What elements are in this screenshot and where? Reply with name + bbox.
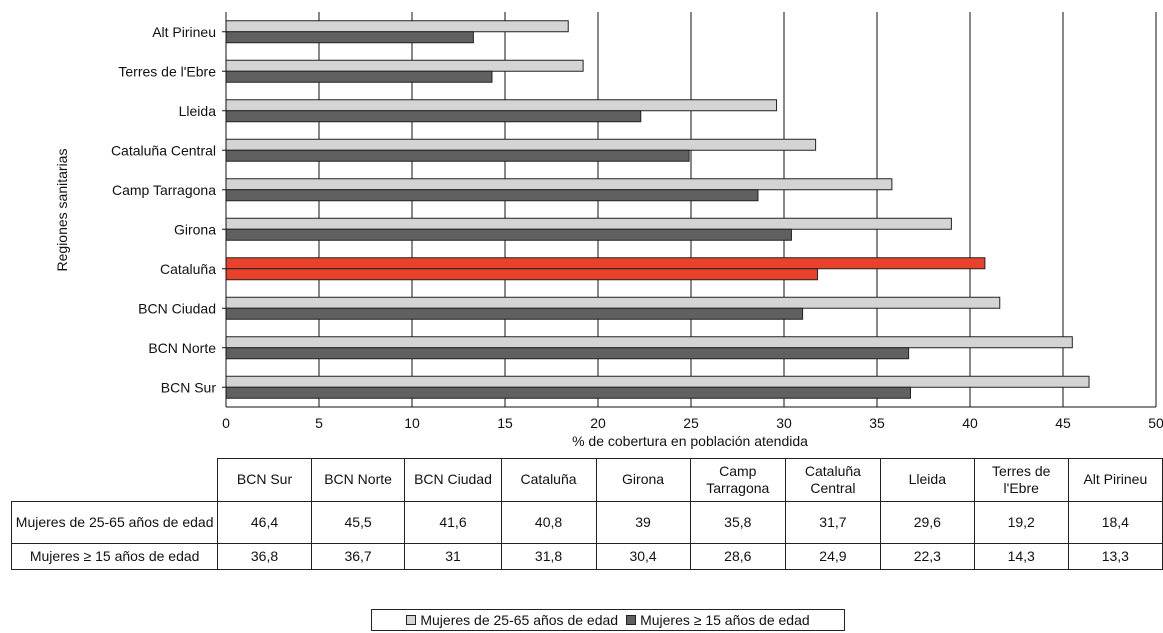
table-header-cell: BCN Norte — [310, 458, 406, 502]
x-tick-label: 35 — [869, 415, 885, 431]
table-cell: 31,8 — [500, 542, 597, 570]
legend-item: Mujeres ≥ 15 años de edad — [626, 612, 810, 628]
table-header-cell: Cataluña Central — [784, 458, 881, 502]
axes — [222, 12, 1156, 408]
x-tick-label: 0 — [222, 415, 230, 431]
table-cell: 24,9 — [784, 542, 881, 570]
category-label: Cataluña — [160, 261, 216, 277]
x-tick-label: 25 — [683, 415, 699, 431]
table-cell: 19,2 — [973, 500, 1069, 544]
category-label: BCN Norte — [148, 340, 216, 356]
bar — [225, 386, 911, 399]
bar — [225, 138, 817, 151]
table-cell: 36,8 — [217, 542, 312, 570]
table-cell: 35,8 — [689, 500, 786, 544]
tick-labels: 0 5 10 15 20 25 30 35 40 45 50 — [222, 415, 1163, 431]
table-corner — [11, 458, 219, 502]
category-label: Girona — [174, 221, 216, 237]
bar-chart: Alt Pirineu Terres de l'Ebre Lleida Cataluñ… — [54, 12, 1163, 449]
legend-swatch — [626, 615, 637, 625]
category-label: Lleida — [179, 103, 217, 119]
table-cell: 22,3 — [879, 542, 975, 570]
x-tick-label: 45 — [1055, 415, 1071, 431]
category-label: Camp Tarragona — [112, 182, 216, 198]
legend-item: Mujeres de 25-65 años de edad — [406, 612, 618, 628]
bar — [225, 347, 910, 360]
x-tick-label: 30 — [776, 415, 792, 431]
bar — [225, 110, 642, 123]
bar — [225, 217, 952, 230]
legend-label: Mujeres de 25-65 años de edad — [420, 612, 619, 628]
bar — [225, 178, 893, 191]
table-cell: 41,6 — [404, 500, 502, 544]
y-axis-title: Regiones sanitarias — [54, 149, 70, 272]
table-row-label: Mujeres de 25-65 años de edad — [10, 500, 219, 544]
bar — [225, 99, 778, 112]
bar — [225, 70, 493, 83]
category-label: Alt Pirineu — [152, 24, 216, 40]
category-label: Terres de l'Ebre — [118, 63, 216, 79]
bar — [225, 31, 474, 44]
table-cell: 45,5 — [310, 500, 406, 544]
bar — [225, 257, 986, 270]
x-tick-label: 5 — [315, 415, 323, 431]
table-cell: 39 — [595, 500, 691, 544]
table-cell: 13,3 — [1067, 542, 1163, 570]
x-tick-label: 50 — [1148, 415, 1163, 431]
category-label: BCN Sur — [161, 379, 217, 395]
table-cell: 29,6 — [879, 500, 975, 544]
table-row: Mujeres ≥ 15 años de edad 36,8 36,7 31 31,8… — [10, 542, 1163, 570]
legend-label: Mujeres ≥ 15 años de edad — [640, 612, 810, 628]
category-label: Cataluña Central — [111, 142, 216, 158]
x-axis-title: % de cobertura en población atendida — [572, 433, 808, 449]
x-tick-label: 15 — [497, 415, 513, 431]
bar — [225, 296, 1001, 309]
bars — [225, 20, 1090, 399]
table-header-cell: Cataluña — [500, 458, 597, 502]
table-header-row: BCN Sur BCN Norte BCN Ciudad Cataluña Girona… — [11, 458, 1163, 502]
table-cell: 14,3 — [973, 542, 1069, 570]
table-cell: 30,4 — [595, 542, 691, 570]
bar — [225, 59, 584, 72]
bar — [225, 336, 1073, 349]
bar — [225, 189, 759, 202]
table-header-cell: Girona — [595, 458, 691, 502]
bar — [225, 149, 690, 162]
table-header-cell: Lleida — [879, 458, 975, 502]
table-header-cell: Camp Tarragona — [689, 458, 786, 502]
table-cell: 31,7 — [784, 500, 881, 544]
category-labels: Alt Pirineu Terres de l'Ebre Lleida Cataluñ… — [111, 24, 216, 396]
legend: Mujeres de 25-65 años de edad Mujeres ≥ … — [371, 609, 845, 631]
table-cell: 36,7 — [310, 542, 406, 570]
table-header-cell: BCN Sur — [217, 458, 312, 502]
bar — [225, 228, 792, 241]
bar — [225, 20, 569, 33]
x-tick-label: 10 — [404, 415, 420, 431]
data-table: BCN Sur BCN Norte BCN Ciudad Cataluña Girona… — [10, 458, 1163, 570]
table-header-cell: BCN Ciudad — [404, 458, 502, 502]
x-tick-label: 40 — [962, 415, 978, 431]
table-header-cell: Alt Pirineu — [1067, 458, 1163, 502]
table-header-cell: Terres de l'Ebre — [973, 458, 1069, 502]
bar — [225, 268, 818, 281]
bar — [225, 375, 1090, 388]
table-cell: 18,4 — [1067, 500, 1163, 544]
table-cell: 31 — [404, 542, 502, 570]
table-cell: 28,6 — [689, 542, 786, 570]
category-label: BCN Ciudad — [138, 300, 216, 316]
table-row: Mujeres de 25-65 años de edad 46,4 45,5 41… — [10, 500, 1163, 544]
table-row-label: Mujeres ≥ 15 años de edad — [10, 542, 219, 570]
table-cell: 46,4 — [217, 500, 312, 544]
x-tick-label: 20 — [590, 415, 606, 431]
bar — [225, 307, 804, 320]
legend-swatch — [406, 615, 417, 625]
table-cell: 40,8 — [500, 500, 597, 544]
